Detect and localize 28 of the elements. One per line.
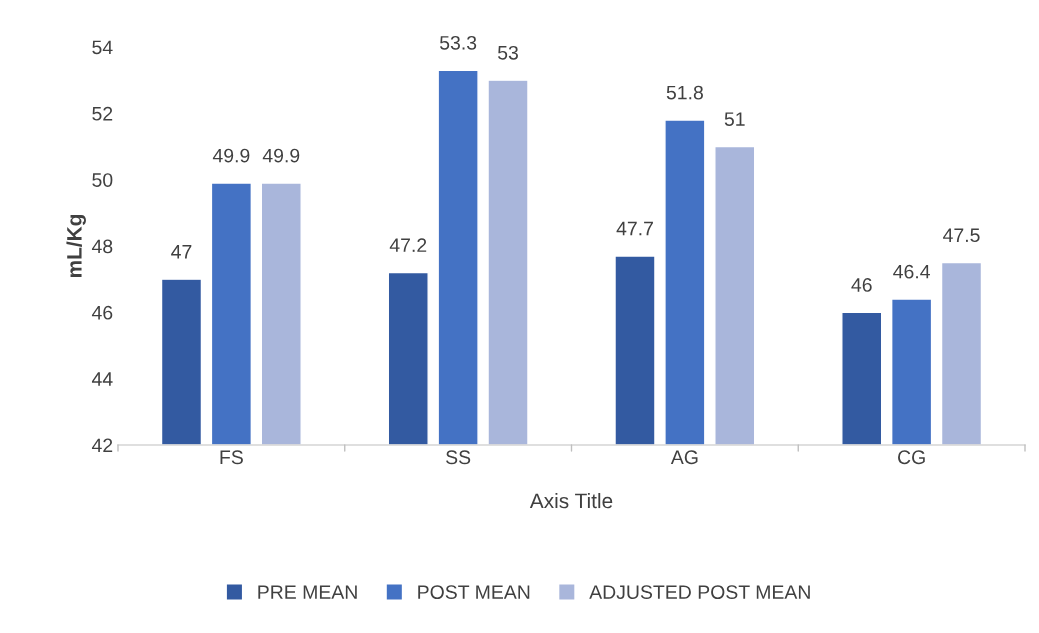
data-label: 53.3 <box>439 35 477 50</box>
data-label: 51 <box>724 112 745 126</box>
x-tick-label: SS <box>446 450 471 465</box>
y-tick-label: 52 <box>92 106 113 121</box>
y-tick-label: 54 <box>92 40 113 55</box>
legend-label: POST MEAN <box>418 585 530 599</box>
data-label: 46 <box>851 278 872 292</box>
y-tick-label: 46 <box>91 305 113 320</box>
legend-label: ADJUSTED POST MEAN <box>589 585 810 599</box>
y-tick-label: 48 <box>91 239 113 254</box>
legend-label: PRE MEAN <box>258 585 357 599</box>
data-label: 51.8 <box>666 85 703 100</box>
data-label: 49.9 <box>212 148 250 163</box>
x-tick-label: AG <box>670 450 698 465</box>
data-label: 49.9 <box>262 148 300 163</box>
data-label: 47.7 <box>616 221 653 236</box>
x-tick-label: FS <box>220 450 243 465</box>
data-label: 53 <box>497 45 518 60</box>
x-tick-label: CG <box>898 450 925 465</box>
y-tick-label: 50 <box>92 173 113 187</box>
y-axis-title: mL/Kg <box>66 214 86 278</box>
data-label: 47.5 <box>943 228 980 243</box>
data-label: 46.4 <box>893 264 930 279</box>
data-label: 47 <box>171 245 192 259</box>
y-tick-label: 42 <box>91 438 113 453</box>
y-tick-label: 44 <box>91 372 113 386</box>
data-label: 47.2 <box>389 238 427 252</box>
x-axis-title: Axis Title <box>529 492 613 509</box>
